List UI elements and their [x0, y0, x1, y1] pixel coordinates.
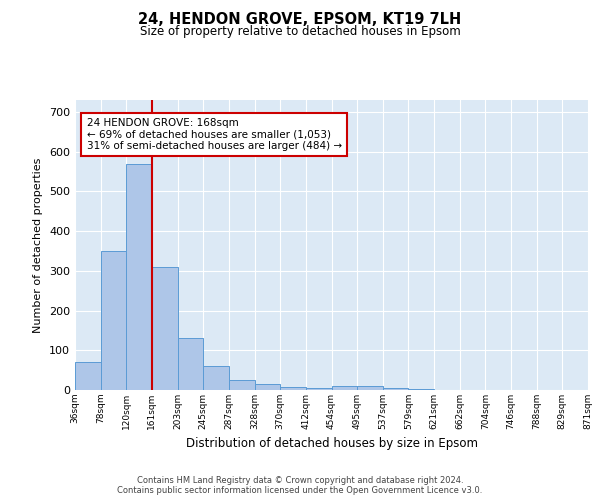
Bar [331, 386, 357, 390]
Bar [280, 387, 306, 390]
Text: Contains HM Land Registry data © Crown copyright and database right 2024.
Contai: Contains HM Land Registry data © Crown c… [118, 476, 482, 495]
Y-axis label: Number of detached properties: Number of detached properties [34, 158, 43, 332]
Bar [383, 388, 409, 390]
Bar [178, 338, 203, 390]
Bar [409, 389, 434, 390]
X-axis label: Distribution of detached houses by size in Epsom: Distribution of detached houses by size … [185, 438, 478, 450]
Bar [75, 362, 101, 390]
Bar [101, 251, 127, 390]
Text: 24 HENDON GROVE: 168sqm
← 69% of detached houses are smaller (1,053)
31% of semi: 24 HENDON GROVE: 168sqm ← 69% of detache… [86, 118, 341, 151]
Text: Size of property relative to detached houses in Epsom: Size of property relative to detached ho… [140, 25, 460, 38]
Bar [229, 380, 254, 390]
Bar [127, 164, 152, 390]
Bar [306, 388, 331, 390]
Text: 24, HENDON GROVE, EPSOM, KT19 7LH: 24, HENDON GROVE, EPSOM, KT19 7LH [139, 12, 461, 28]
Bar [152, 267, 178, 390]
Bar [203, 366, 229, 390]
Bar [254, 384, 280, 390]
Bar [357, 386, 383, 390]
